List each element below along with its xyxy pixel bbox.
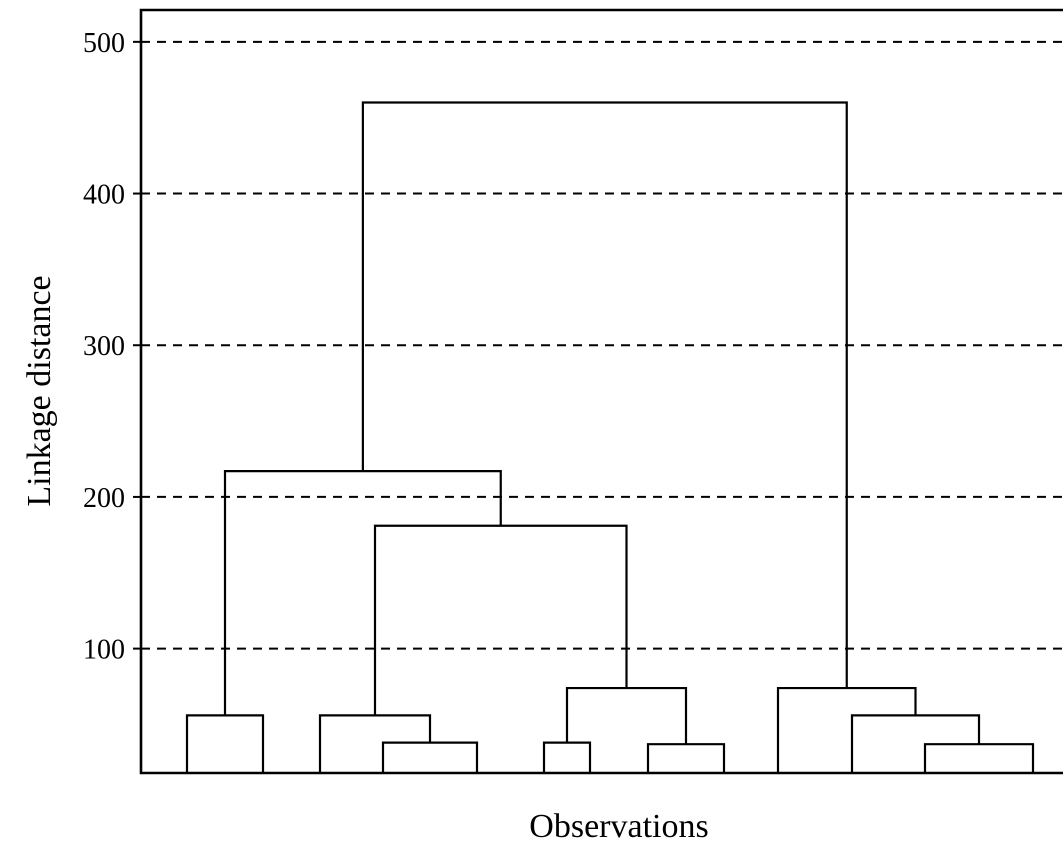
dendrogram-link-m11	[776, 686, 917, 773]
y-tick-label-200: 200	[83, 483, 125, 514]
dendrogram-link-m12	[361, 101, 848, 689]
y-tick-labels: 100 200 300 400 500	[83, 28, 141, 666]
dendrogram-link-m9	[923, 743, 1035, 773]
dendrogram-link-m1	[185, 714, 265, 773]
y-tick-label-300: 300	[83, 331, 125, 362]
plot-frame	[139, 8, 1063, 775]
dendrogram-link-m4	[542, 741, 592, 773]
y-axis-title: Linkage distance	[21, 275, 58, 506]
y-tick-label-500: 500	[83, 28, 125, 59]
x-axis-title: Observations	[529, 808, 708, 845]
dendrogram-link-m6	[565, 686, 688, 745]
dendrogram-link-m2	[381, 741, 479, 773]
dendrogram-link-m8	[223, 470, 502, 716]
dendrogram-link-m10	[850, 714, 981, 773]
dendrogram-link-m7	[373, 524, 628, 716]
dendrogram-link-m5	[646, 743, 726, 773]
y-tick-label-400: 400	[83, 180, 125, 211]
dendrogram-links	[185, 101, 1035, 773]
y-tick-label-100: 100	[83, 635, 125, 666]
gridlines	[141, 40, 1063, 650]
dendrogram-link-m3	[318, 714, 432, 773]
